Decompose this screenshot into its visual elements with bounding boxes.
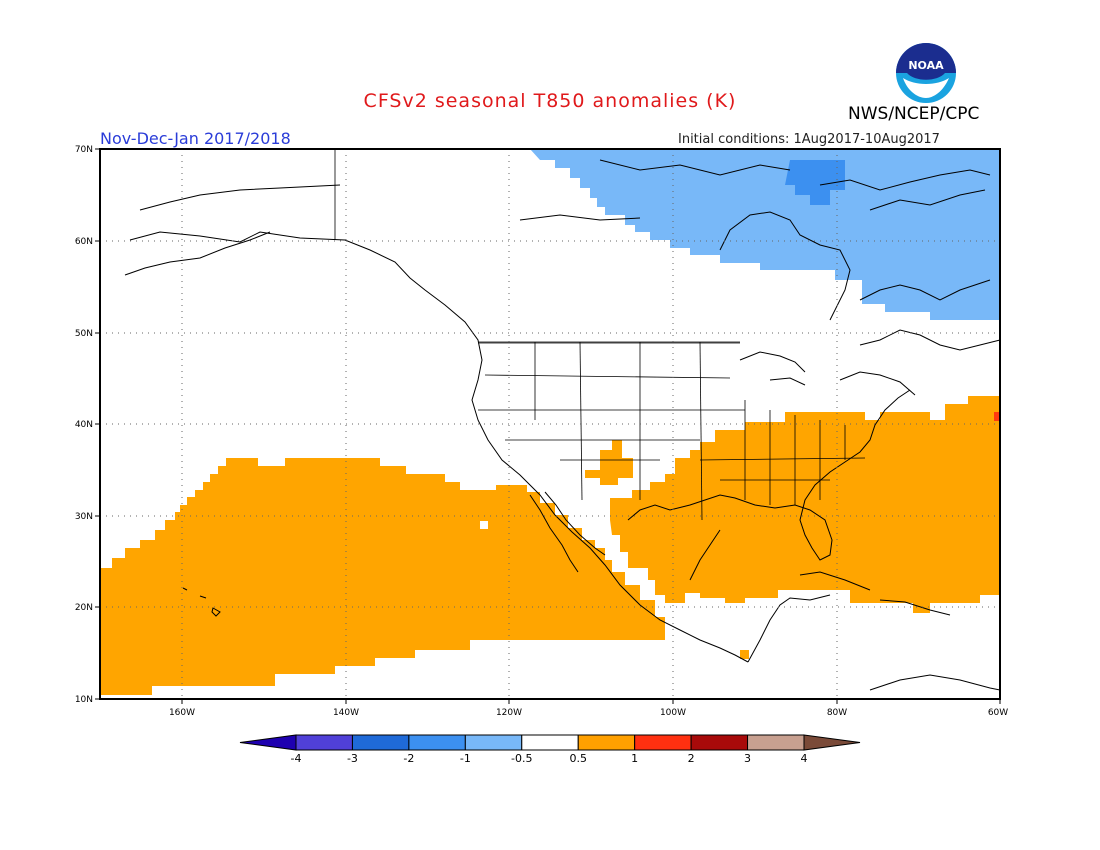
lat-label-70n: 70N <box>75 145 93 155</box>
gridlines <box>100 149 1000 699</box>
lon-label-160w: 160W <box>169 708 195 718</box>
lon-label-60w: 60W <box>988 708 1008 718</box>
forecast-period: Nov-Dec-Jan 2017/2018 <box>100 129 291 148</box>
colorbar-segment <box>351 734 410 751</box>
lat-label-50n: 50N <box>75 329 93 339</box>
lat-label-40n: 40N <box>75 420 93 430</box>
colorbar-label: 3 <box>744 752 751 765</box>
colorbar-label: -1 <box>460 752 471 765</box>
noaa-logo-text: NOAA <box>908 59 944 72</box>
colorbar-segment <box>239 734 297 751</box>
colorbar-segment <box>521 734 579 751</box>
colorbar-label: 4 <box>801 752 808 765</box>
central-america-warm-cell <box>740 650 749 659</box>
colorbar-label: 2 <box>688 752 695 765</box>
lat-label-60n: 60N <box>75 237 93 247</box>
colorbar-segment <box>803 734 861 751</box>
state-borders <box>478 341 866 521</box>
warm-anomaly-region <box>100 396 1000 699</box>
colorbar-segment <box>408 734 466 751</box>
colorbar-segment <box>464 734 523 751</box>
southwest-warm-anomaly <box>585 440 633 485</box>
atlantic-warm-anomaly <box>610 396 1000 613</box>
colorbar-label: -3 <box>347 752 358 765</box>
map-title: CFSv2 seasonal T850 anomalies (K) <box>363 90 737 112</box>
initial-conditions: Initial conditions: 1Aug2017-10Aug2017 <box>678 132 940 147</box>
lon-label-120w: 120W <box>496 708 522 718</box>
lon-label-100w: 100W <box>660 708 686 718</box>
colorbar-segment <box>747 734 805 751</box>
colorbar-label: -0.5 <box>511 752 532 765</box>
lon-label-80w: 80W <box>827 708 847 718</box>
colorbar-segment <box>577 734 636 751</box>
pacific-neutral-gap <box>480 521 488 529</box>
colorbar-segment <box>634 734 692 751</box>
colorbar-label: -2 <box>403 752 414 765</box>
colorbar-label: 1 <box>631 752 638 765</box>
agency-label: NWS/NCEP/CPC <box>848 104 980 124</box>
strong-warm-cell <box>994 412 1000 421</box>
arctic-cool-anomaly <box>530 149 1000 320</box>
lon-label-140w: 140W <box>333 708 359 718</box>
colorbar-segment <box>295 734 353 751</box>
coastlines <box>124 159 1001 691</box>
lat-label-10n: 10N <box>75 695 93 705</box>
strong-cool-anomaly <box>785 160 845 205</box>
colorbar-label: -4 <box>291 752 302 765</box>
cool-anomaly-region <box>530 149 1000 320</box>
lat-label-20n: 20N <box>75 603 93 613</box>
pacific-warm-anomaly <box>100 458 665 699</box>
colorbar-label: 0.5 <box>569 752 587 765</box>
lat-label-30n: 30N <box>75 512 93 522</box>
colorbar-segment <box>690 734 749 751</box>
noaa-logo: NOAA <box>896 43 956 103</box>
